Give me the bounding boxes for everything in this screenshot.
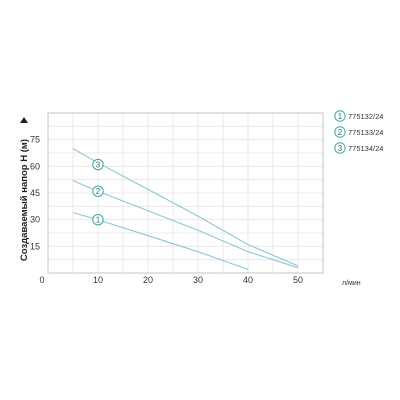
plot-frame bbox=[47, 112, 324, 274]
y-tick-label: 30 bbox=[30, 215, 40, 225]
legend: 1 775132/24 2 775133/24 3 775134/24 bbox=[334, 110, 383, 154]
y-tick-labels: 15 30 45 60 75 bbox=[30, 135, 40, 252]
legend-label: 775133/24 bbox=[348, 128, 383, 137]
legend-badge-circle bbox=[334, 142, 346, 154]
legend-badge-number: 3 bbox=[338, 144, 343, 153]
y-tick-label: 45 bbox=[30, 188, 40, 198]
y-axis-arrow-icon bbox=[20, 117, 28, 123]
y-tick-label: 60 bbox=[30, 161, 40, 171]
legend-label: 775134/24 bbox=[348, 144, 383, 153]
legend-badge-circle bbox=[334, 126, 346, 138]
curve-badge-number: 2 bbox=[96, 187, 101, 196]
curve-badge-circle bbox=[92, 158, 104, 171]
y-axis-title: Создаваемый напор H (м) bbox=[19, 139, 30, 261]
x-tick-label: 0 bbox=[39, 275, 44, 285]
y-tick-label: 75 bbox=[30, 135, 40, 145]
x-tick-label: 10 bbox=[93, 275, 103, 285]
legend-label: 775132/24 bbox=[348, 112, 383, 121]
x-tick-labels: 0 10 20 30 40 50 bbox=[39, 275, 303, 285]
plot-border bbox=[47, 112, 324, 274]
curve-badges: 1 2 3 bbox=[92, 158, 104, 226]
curve-badge-number: 3 bbox=[96, 160, 101, 169]
legend-badge-circle bbox=[334, 110, 346, 122]
x-tick-label: 30 bbox=[193, 275, 203, 285]
series-line-2 bbox=[72, 180, 299, 269]
x-tick-label: 50 bbox=[293, 275, 303, 285]
curve-badge-circle bbox=[92, 213, 104, 226]
grid bbox=[48, 113, 323, 273]
x-tick-label: 20 bbox=[143, 275, 153, 285]
y-tick-label: 15 bbox=[30, 241, 40, 251]
legend-badge-number: 1 bbox=[338, 112, 343, 121]
curve-badge-number: 1 bbox=[96, 215, 101, 224]
x-tick-label: 40 bbox=[243, 275, 253, 285]
series-line-1 bbox=[72, 212, 249, 270]
series-line-3 bbox=[72, 148, 299, 267]
curve-badge-circle bbox=[92, 185, 104, 197]
legend-badge-number: 2 bbox=[338, 128, 343, 137]
x-unit-label: л/мин bbox=[342, 280, 361, 287]
